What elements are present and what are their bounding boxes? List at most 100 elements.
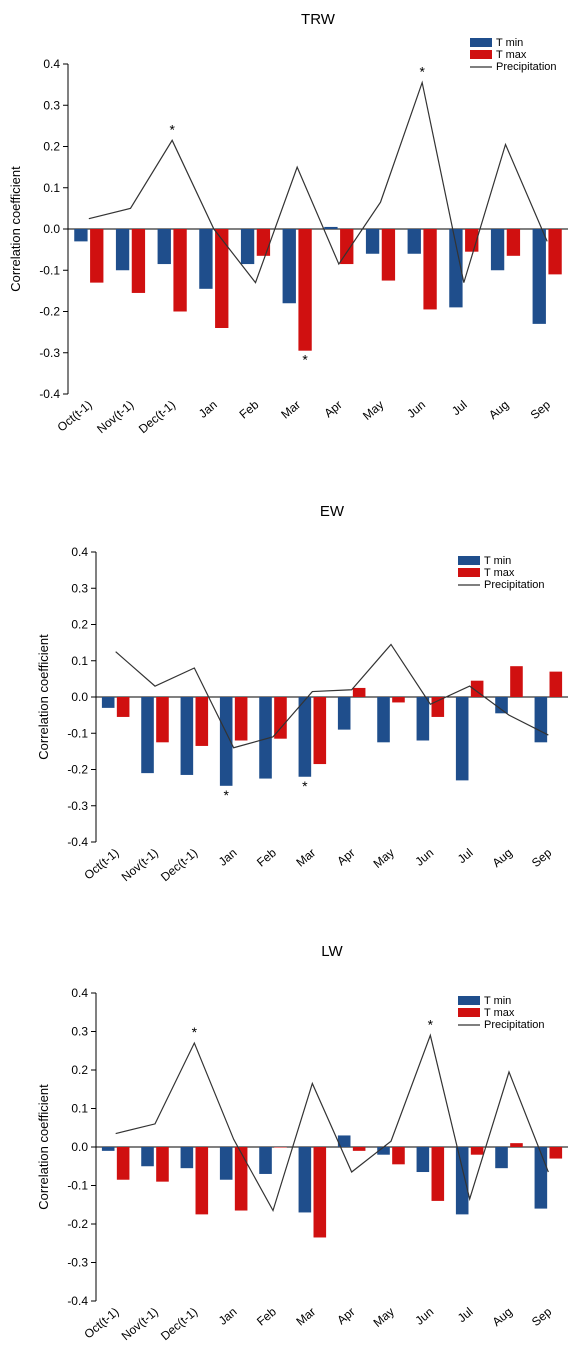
bar-t-max (470, 1147, 484, 1155)
bar-t-max (234, 1147, 248, 1211)
precipitation-line (115, 643, 549, 749)
y-tick-label: 0.2 (71, 618, 88, 632)
y-tick-label: 0.2 (43, 140, 60, 154)
y-tick-label: -0.3 (67, 799, 88, 813)
bar-t-min (259, 1147, 272, 1174)
bar-t-max (549, 671, 563, 697)
bar-t-min (282, 229, 296, 304)
legend-entry: Precipitation (484, 579, 545, 591)
chart-trw: TRW -0.4 -0.3 -0.2 -0.1 0.0 0.1 0.2 0.3 0.4 Correl… (8, 11, 568, 437)
x-tick-label: Jun (412, 846, 436, 869)
x-tick-label: Feb (237, 397, 262, 421)
legend-swatch (458, 996, 480, 1005)
bar-t-min (157, 229, 171, 265)
y-tick-label: -0.2 (67, 763, 88, 777)
x-tick-label: May (371, 846, 397, 871)
x-tick-label: Nov(t-1) (119, 1305, 161, 1344)
bar-t-min (101, 1147, 115, 1151)
precipitation-line (88, 80, 548, 284)
legend-entry: T max (496, 49, 527, 61)
x-tick-label: Dec(t-1) (136, 398, 178, 437)
y-tick-label: 0.2 (71, 1063, 88, 1077)
bar-t-max (156, 697, 169, 743)
significance-marker: * (302, 778, 308, 794)
bar-t-max (549, 1147, 563, 1159)
bar-t-min (495, 697, 508, 714)
bar-t-min (324, 226, 338, 229)
legend-swatch (470, 50, 492, 59)
y-tick-label: 0.0 (71, 1140, 88, 1154)
x-tick-label: Aug (490, 1305, 515, 1329)
x-tick-label: Dec(t-1) (158, 1305, 200, 1344)
y-tick-label: -0.4 (39, 387, 60, 401)
bar-t-min (141, 1147, 154, 1167)
x-tick-label: Sep (529, 1304, 555, 1329)
x-tick-label: Jul (455, 1305, 476, 1326)
y-tick-label: -0.1 (67, 726, 88, 740)
legend-swatch (470, 38, 492, 47)
y-tick-label: 0.0 (71, 690, 88, 704)
bar-t-max (116, 697, 130, 717)
y-tick-label: -0.1 (67, 1179, 88, 1193)
x-tick-label: Nov(t-1) (94, 398, 136, 437)
bar-t-max (195, 1147, 209, 1215)
bar-t-max (548, 229, 562, 275)
x-tick-label: Sep (528, 397, 554, 422)
chart-title: TRW (301, 11, 336, 28)
x-tick-label: Mar (278, 398, 303, 422)
x-tick-label: May (371, 1305, 397, 1330)
bar-t-max (274, 697, 287, 739)
y-tick-label: -0.3 (67, 1256, 88, 1270)
y-tick-label: 0.1 (71, 1102, 88, 1116)
x-tick-label: Feb (254, 1304, 279, 1328)
x-tick-label: Nov(t-1) (119, 846, 161, 885)
y-tick-label: 0.4 (43, 57, 60, 71)
bar-t-min (416, 1147, 430, 1173)
bar-t-min (490, 229, 505, 271)
bar-t-min (416, 697, 430, 741)
bar-t-min (298, 697, 312, 777)
bar-t-min (219, 697, 233, 786)
bar-t-max (90, 229, 104, 283)
bar-t-min (298, 1147, 312, 1213)
bar-t-min (449, 229, 463, 308)
bar-t-min (455, 697, 469, 781)
bar-t-min (455, 1147, 469, 1215)
bar-t-max (392, 1147, 405, 1165)
bar-t-min (240, 229, 255, 265)
legend-entry: T max (484, 567, 515, 579)
significance-marker: * (302, 352, 308, 368)
x-tick-label: May (360, 398, 386, 423)
y-tick-label: 0.1 (43, 181, 60, 195)
x-tick-label: Feb (254, 845, 279, 869)
y-axis-label: Correlation coefficient (36, 634, 51, 760)
x-tick-label: Mar (293, 846, 318, 870)
bar-t-max (234, 697, 248, 741)
significance-marker: * (169, 121, 175, 137)
y-tick-label: -0.4 (67, 1294, 88, 1308)
y-tick-label: -0.3 (39, 346, 60, 360)
bar-t-max (131, 229, 146, 293)
y-tick-label: -0.2 (67, 1217, 88, 1231)
bar-t-max (116, 1147, 130, 1180)
bar-t-min (337, 697, 351, 730)
bar-t-min (115, 229, 130, 271)
chart-ew: EW -0.4 -0.3 -0.2 -0.1 0.0 0.1 0.2 0.3 0.4 Correla… (36, 503, 568, 885)
y-tick-label: 0.3 (43, 98, 60, 112)
bar-t-min (219, 1147, 233, 1180)
bar-t-min (180, 697, 194, 775)
bar-t-min (337, 1135, 351, 1147)
chart-lw: LW -0.4 -0.3 -0.2 -0.1 0.0 0.1 0.2 0.3 0.4 Correla… (36, 943, 568, 1344)
y-axis-label: Correlation coefficient (8, 166, 23, 292)
bar-t-min (365, 229, 380, 254)
bar-t-min (377, 1147, 390, 1155)
x-tick-label: Oct(t-1) (55, 398, 95, 435)
y-tick-label: 0.3 (71, 1025, 88, 1039)
legend-entry: T min (496, 37, 523, 49)
legend-swatch (458, 556, 480, 565)
bar-t-min (532, 229, 546, 324)
bar-t-max (423, 229, 437, 310)
x-tick-label: Jul (455, 846, 476, 867)
bar-t-min (141, 697, 154, 774)
